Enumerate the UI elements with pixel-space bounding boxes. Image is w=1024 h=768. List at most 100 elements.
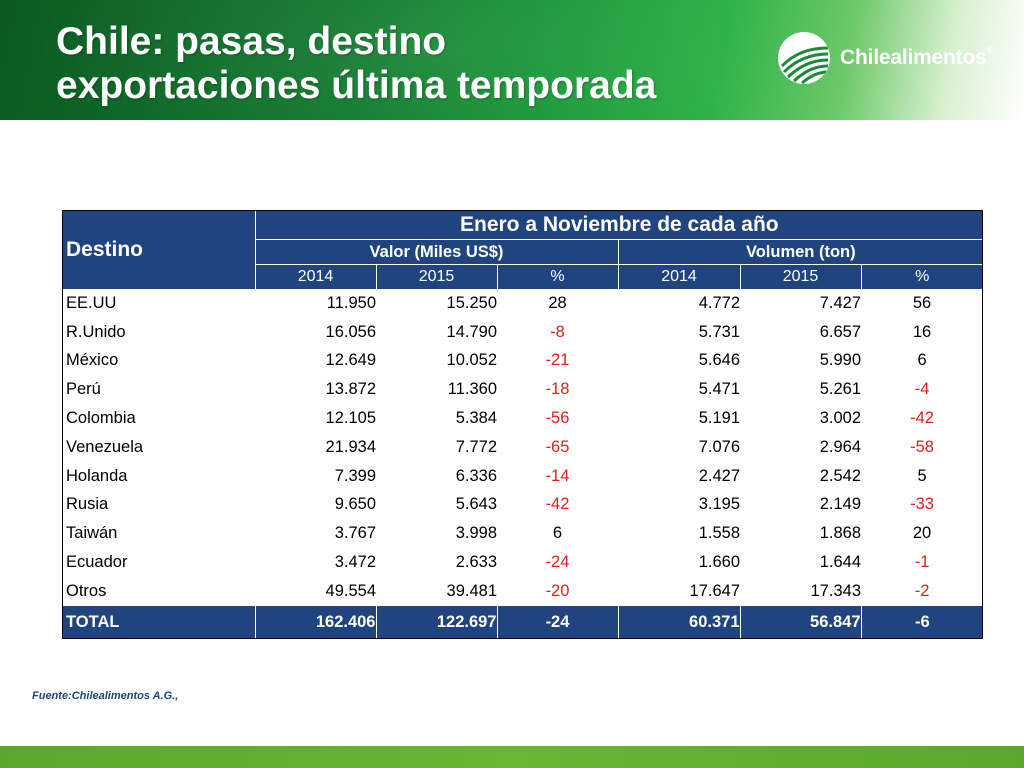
cell-valor-2014: 21.934	[325, 437, 376, 456]
cell-volumen-2014: 5.471	[698, 380, 740, 399]
cell-valor-2015: 10.052	[446, 351, 497, 370]
total-valor-2015: 122.697	[375, 605, 497, 639]
cell-volumen-pct: 56	[912, 293, 932, 312]
logo-name: Chilealimentos	[840, 46, 987, 69]
table-row: R.Unido 16.056 14.790 -8 5.731 6.657 16	[62, 318, 983, 347]
chilealimentos-logo: Chilealimentos®	[778, 30, 1010, 86]
cell-destino: Otros	[66, 581, 107, 600]
cell-valor-2015: 15.250	[446, 293, 497, 312]
cell-volumen-2015: 1.644	[819, 553, 861, 572]
table-row: Taiwán 3.767 3.998 6 1.558 1.868 20	[62, 519, 983, 548]
cell-volumen-pct: -1	[914, 553, 930, 572]
source-note: Fuente:Chilealimentos A.G.,	[32, 690, 179, 702]
table-row: Perú 13.872 11.360 -18 5.471 5.261 -4	[62, 375, 983, 404]
cell-valor-2015: 14.790	[446, 322, 497, 341]
exports-table: Destino Enero a Noviembre de cada año Va…	[62, 210, 984, 639]
cell-valor-pct: -65	[545, 437, 570, 456]
cell-volumen-2015: 3.002	[819, 409, 861, 428]
table-row: Holanda 7.399 6.336 -14 2.427 2.542 5	[62, 462, 983, 491]
cell-volumen-2014: 1.558	[698, 524, 740, 543]
logo-globe-icon	[778, 32, 830, 84]
cell-volumen-2015: 6.657	[819, 322, 861, 341]
cell-valor-2015: 2.633	[455, 553, 497, 572]
cell-destino: R.Unido	[66, 322, 126, 341]
logo-globe-graphic	[779, 33, 829, 84]
page-title-line-1: Chile: pasas, destino	[56, 20, 447, 63]
group-header-volumen: Volumen (ton)	[617, 239, 984, 265]
title-banner: Chile: pasas, destino exportaciones últi…	[0, 0, 1024, 120]
cell-valor-2015: 39.481	[446, 581, 497, 600]
group-header-valor: Valor (Miles US$)	[255, 239, 618, 265]
cell-valor-pct: -24	[545, 553, 570, 572]
column-header-destino: Destino	[62, 210, 256, 289]
cell-valor-2015: 11.360	[447, 380, 497, 399]
cell-valor-2014: 16.056	[325, 322, 376, 341]
cell-volumen-2014: 4.772	[698, 293, 740, 312]
cell-volumen-pct: 20	[912, 524, 932, 543]
cell-valor-pct: -14	[545, 466, 570, 485]
cell-valor-2014: 49.554	[325, 581, 376, 600]
cell-valor-pct: 6	[552, 524, 563, 543]
cell-valor-2014: 12.649	[325, 351, 376, 370]
cell-valor-2014: 11.950	[326, 293, 376, 312]
cell-valor-2015: 5.643	[455, 495, 497, 514]
table-row: Venezuela 21.934 7.772 -65 7.076 2.964 -58	[62, 433, 983, 462]
cell-volumen-pct: -33	[910, 495, 934, 514]
subheader-volumen-2014: 2014	[617, 264, 740, 289]
cell-volumen-2015: 2.149	[819, 495, 861, 514]
cell-volumen-2015: 2.964	[819, 437, 861, 456]
cell-volumen-2014: 5.191	[698, 409, 740, 428]
cell-destino: EE.UU	[66, 293, 117, 312]
period-header: Enero a Noviembre de cada año	[459, 212, 779, 236]
cell-volumen-2015: 5.990	[819, 351, 861, 370]
subheader-valor-2015: 2015	[375, 264, 497, 289]
cell-volumen-2015: 7.427	[819, 293, 861, 312]
cell-volumen-pct: -4	[914, 380, 930, 399]
cell-valor-2014: 13.872	[325, 380, 376, 399]
cell-volumen-2015: 1.868	[819, 524, 861, 543]
table-total-row: TOTAL 162.406 122.697 -24 60.371 56.847 …	[62, 605, 984, 639]
table-body: EE.UU 11.950 15.250 28 4.772 7.427 56 R.Unido 16…	[62, 289, 983, 606]
cell-valor-2015: 5.384	[455, 409, 497, 428]
cell-destino: Ecuador	[66, 553, 128, 572]
total-volumen-2015: 56.847	[739, 605, 861, 639]
table-row: Otros 49.554 39.481 -20 17.647 17.343 -2	[62, 577, 983, 606]
cell-destino: México	[66, 351, 119, 370]
table-row: Rusia 9.650 5.643 -42 3.195 2.149 -33	[62, 491, 983, 520]
cell-destino: Venezuela	[66, 437, 144, 456]
table-row: EE.UU 11.950 15.250 28 4.772 7.427 56	[62, 289, 983, 318]
cell-volumen-pct: -58	[910, 437, 934, 456]
cell-volumen-pct: -42	[910, 409, 934, 428]
total-volumen-pct: -6	[860, 605, 984, 639]
total-valor-2014: 162.406	[254, 605, 376, 639]
cell-valor-pct: -21	[545, 351, 570, 370]
cell-valor-2014: 3.767	[334, 524, 376, 543]
cell-destino: Rusia	[66, 495, 109, 514]
cell-destino: Taiwán	[66, 524, 118, 543]
table-header-row-period: Destino Enero a Noviembre de cada año	[62, 210, 984, 289]
cell-valor-pct: -18	[545, 380, 570, 399]
cell-volumen-2014: 5.731	[698, 322, 740, 341]
table-row: Colombia 12.105 5.384 -56 5.191 3.002 -42	[62, 404, 983, 433]
cell-valor-2015: 3.998	[455, 524, 497, 543]
cell-volumen-2015: 2.542	[819, 466, 861, 485]
cell-volumen-2014: 17.647	[689, 581, 740, 600]
footer-bar	[0, 746, 1024, 768]
cell-valor-2015: 6.336	[455, 466, 497, 485]
cell-destino: Colombia	[66, 409, 136, 428]
total-valor-pct: -24	[496, 605, 618, 639]
cell-valor-2014: 3.472	[334, 553, 376, 572]
cell-volumen-pct: 6	[917, 351, 927, 370]
cell-destino: Holanda	[66, 466, 128, 485]
cell-volumen-2014: 3.195	[698, 495, 740, 514]
cell-volumen-2015: 17.343	[810, 581, 861, 600]
cell-volumen-2014: 7.076	[698, 437, 740, 456]
cell-valor-pct: 28	[548, 293, 567, 312]
cell-valor-pct: -8	[550, 322, 565, 341]
page-title-line-2: exportaciones última temporada	[56, 64, 657, 107]
cell-volumen-2014: 2.427	[698, 466, 740, 485]
cell-valor-pct: -20	[545, 581, 570, 600]
cell-volumen-2014: 1.660	[698, 553, 740, 572]
subheader-valor-2014: 2014	[255, 264, 376, 289]
table-row: Ecuador 3.472 2.633 -24 1.660 1.644 -1	[62, 548, 983, 577]
